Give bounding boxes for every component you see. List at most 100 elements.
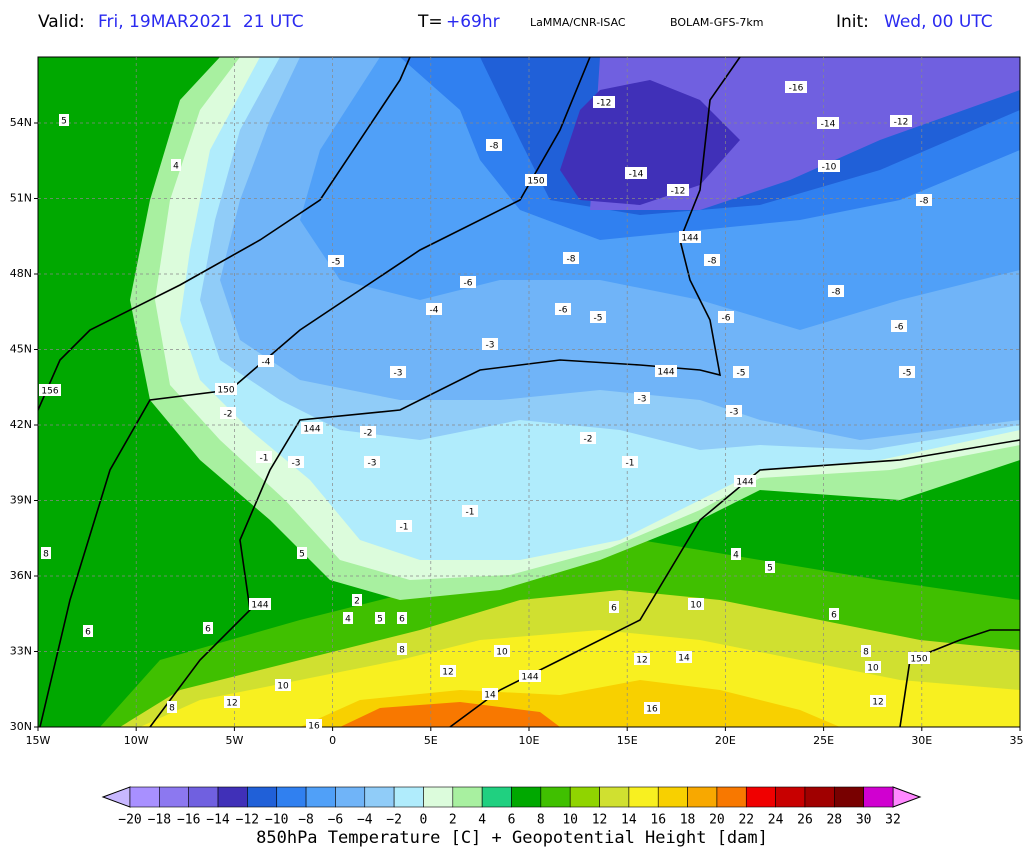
contour-label: -8 [920, 197, 929, 207]
y-tick-label: 39N [10, 494, 32, 507]
contour-label-box [555, 303, 571, 315]
contour-label: 10 [277, 682, 289, 692]
colorbar-label: 24 [768, 813, 784, 828]
contour-label: -4 [430, 306, 439, 316]
contour-label: -5 [332, 258, 341, 268]
colorbar-label: 20 [709, 813, 725, 828]
colorbar-label: 28 [826, 813, 842, 828]
contour-label-box [220, 407, 236, 419]
contour-label: 5 [299, 550, 305, 560]
contour-label-box [525, 174, 547, 186]
contour-label: 10 [867, 664, 879, 674]
contour-label: 144 [681, 234, 698, 244]
contour-label-box [676, 651, 692, 663]
contour-label-box [41, 547, 51, 559]
contour-label: 150 [217, 386, 234, 396]
colorbar-box [834, 786, 864, 808]
colorbar-box [159, 786, 189, 808]
contour-label-box [59, 114, 69, 126]
contour-label-box [301, 422, 323, 434]
contour-label: 12 [636, 656, 647, 666]
contour-label-box [704, 254, 720, 266]
contour-label: -6 [722, 314, 731, 324]
contour-label-box [397, 643, 407, 655]
contour-label-box [667, 184, 689, 196]
contour-label: -8 [567, 255, 576, 265]
contour-label: -5 [903, 369, 912, 379]
colorbar-label: 6 [508, 813, 516, 828]
contour-label: -8 [708, 257, 717, 267]
colorbar-box [599, 786, 630, 808]
colorbar-label: 8 [537, 813, 545, 828]
colorbar-label: 10 [562, 813, 578, 828]
contour-label: -1 [260, 454, 269, 464]
colorbar-over [892, 786, 922, 808]
x-tick-label: 30E [911, 734, 932, 747]
x-tick-label: 15W [26, 734, 51, 747]
contour-label-box [817, 117, 839, 129]
contour-label-box [634, 392, 650, 404]
colorbar-box [569, 786, 600, 808]
contour-label-box [352, 594, 362, 606]
x-tick-label: 5W [225, 734, 243, 747]
contour-label: 8 [399, 646, 405, 656]
contour-label-box [718, 311, 734, 323]
contour-label: -12 [671, 187, 686, 197]
colorbar-box [305, 786, 336, 808]
contour-label-box [734, 475, 756, 487]
x-tick-label: 20E [715, 734, 736, 747]
contour-label-box [462, 505, 478, 517]
contour-label: 144 [521, 673, 538, 683]
contour-label: -1 [626, 459, 635, 469]
forecast-step: +69hr [446, 12, 500, 32]
contour-label-box [828, 285, 844, 297]
contour-label: 12 [442, 668, 453, 678]
colorbar-label: 12 [592, 813, 608, 828]
contour-label: 16 [308, 722, 320, 732]
valid-time: Fri, 19MAR2021 21 UTC [98, 12, 304, 32]
colorbar-label: 16 [650, 813, 666, 828]
contour-label: -10 [822, 163, 837, 173]
contour-label-box [625, 167, 647, 179]
contour-label: 6 [85, 628, 91, 638]
contour-label: 6 [399, 615, 405, 625]
colorbar-label: −4 [357, 813, 373, 828]
colorbar-box [745, 786, 776, 808]
contour-label: 12 [226, 699, 237, 709]
valid-label: Valid: [38, 12, 85, 32]
colorbar-box [716, 786, 747, 808]
colorbar-label: −18 [148, 813, 171, 828]
contour-label: 8 [169, 704, 175, 714]
x-tick-label: 0 [329, 734, 336, 747]
contour-label-box [733, 366, 749, 378]
colorbar-box [423, 786, 454, 808]
colorbar-label: 0 [420, 813, 428, 828]
colorbar-box [188, 786, 219, 808]
colorbar-label: 2 [449, 813, 457, 828]
contour-label-box [396, 520, 412, 532]
contour-label-box [482, 338, 498, 350]
colorbar-title: 850hPa Temperature [C] + Geopotential He… [256, 828, 768, 848]
colorbar-box [687, 786, 718, 808]
contour-label-box [486, 139, 502, 151]
x-tick-label: 5E [424, 734, 438, 747]
contour-label: -6 [895, 323, 904, 333]
y-tick-label: 33N [10, 645, 32, 658]
colorbar-label: −14 [206, 813, 230, 828]
colorbar-box [481, 786, 512, 808]
contour-label-box [375, 612, 385, 624]
init-label: Init: [836, 12, 869, 32]
contour-label-box [679, 231, 701, 243]
colorbar-under [101, 786, 131, 808]
colorbar-box [863, 786, 894, 808]
contour-label-box [360, 426, 376, 438]
contour-label-box [249, 598, 271, 610]
contour-label: -5 [594, 314, 603, 324]
colorbar-box [511, 786, 542, 808]
contour-label: 4 [173, 162, 179, 172]
contour-label-box [519, 670, 541, 682]
contour-label-box [171, 159, 181, 171]
contour-label: -1 [400, 523, 409, 533]
contour-label-box [765, 561, 775, 573]
colorbar-label: −16 [177, 813, 200, 828]
